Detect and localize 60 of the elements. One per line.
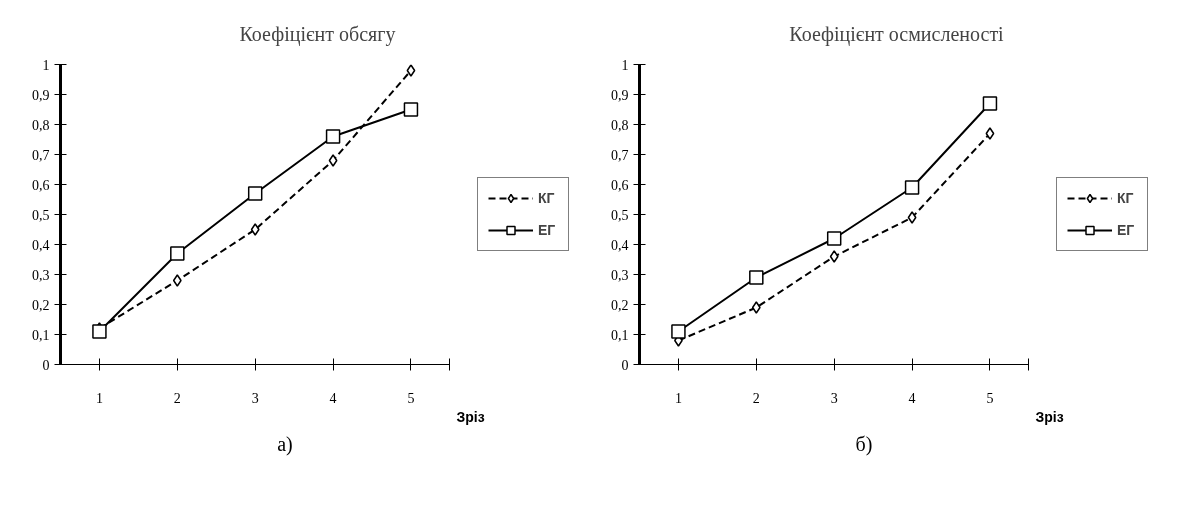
y-tick-label: 0,8 bbox=[611, 117, 629, 133]
point bbox=[328, 154, 338, 167]
y-tick-label: 0 bbox=[42, 357, 50, 373]
point bbox=[749, 270, 764, 285]
y-tick-label: 0,6 bbox=[32, 177, 50, 193]
point bbox=[325, 129, 341, 144]
legend-label: ЕГ bbox=[1117, 222, 1136, 238]
text: а) bbox=[277, 432, 293, 457]
legend-label: ЕГ bbox=[538, 222, 557, 238]
point bbox=[247, 186, 263, 201]
legend-label: КГ bbox=[1117, 190, 1135, 206]
y-tick-label: 0,7 bbox=[32, 147, 50, 163]
y-tick-label: 0,8 bbox=[32, 117, 50, 133]
y-tick-label: 0,3 bbox=[611, 267, 629, 283]
x-tick-label: 3 bbox=[830, 390, 838, 406]
x-tick-label: 2 bbox=[173, 390, 181, 406]
x-axis-title: Зріз bbox=[456, 408, 485, 425]
chart-title: Коефіцієнт осмисленості bbox=[789, 22, 1005, 46]
point bbox=[829, 250, 839, 263]
point bbox=[170, 246, 185, 261]
x-tick-label: 5 bbox=[986, 390, 994, 406]
y-tick-label: 0,4 bbox=[611, 237, 629, 253]
y-tick-label: 0 bbox=[621, 357, 629, 373]
y-tick-label: 0,2 bbox=[32, 297, 50, 313]
x-tick-label: 2 bbox=[752, 390, 760, 406]
y-tick-label: 0,5 bbox=[611, 207, 629, 223]
x-tick-label: 1 bbox=[95, 390, 103, 406]
point bbox=[250, 223, 260, 236]
y-tick-label: 0,4 bbox=[32, 237, 50, 253]
x-axis-title: Зріз bbox=[1035, 408, 1064, 425]
point bbox=[751, 301, 761, 314]
point bbox=[403, 102, 419, 117]
x-tick-label: 3 bbox=[251, 390, 259, 406]
y-tick-label: 0,1 bbox=[32, 327, 50, 343]
y-tick-label: 0,7 bbox=[611, 147, 629, 163]
point bbox=[172, 274, 182, 287]
x-tick-label: 1 bbox=[674, 390, 682, 406]
point bbox=[92, 324, 107, 339]
point bbox=[982, 96, 998, 111]
x-tick-label: 5 bbox=[407, 390, 415, 406]
x-tick-label: 4 bbox=[329, 390, 337, 406]
chart-title: Коефіцієнт обсягу bbox=[239, 22, 396, 46]
y-tick-label: 0,5 bbox=[32, 207, 50, 223]
point bbox=[406, 64, 416, 77]
y-tick-label: 1 bbox=[621, 57, 629, 73]
legend-label: КГ bbox=[538, 190, 556, 206]
point bbox=[907, 211, 917, 224]
x-tick-label: 4 bbox=[908, 390, 916, 406]
point bbox=[904, 180, 920, 195]
y-tick-label: 0,9 bbox=[32, 87, 50, 103]
y-tick-label: 1 bbox=[42, 57, 50, 73]
point bbox=[826, 231, 842, 246]
y-tick-label: 0,9 bbox=[611, 87, 629, 103]
y-tick-label: 0,3 bbox=[32, 267, 50, 283]
y-tick-label: 0,6 bbox=[611, 177, 629, 193]
y-tick-label: 0,1 bbox=[611, 327, 629, 343]
point bbox=[985, 127, 995, 140]
text: б) bbox=[855, 432, 873, 458]
point bbox=[671, 324, 686, 339]
y-tick-label: 0,2 bbox=[611, 297, 629, 313]
